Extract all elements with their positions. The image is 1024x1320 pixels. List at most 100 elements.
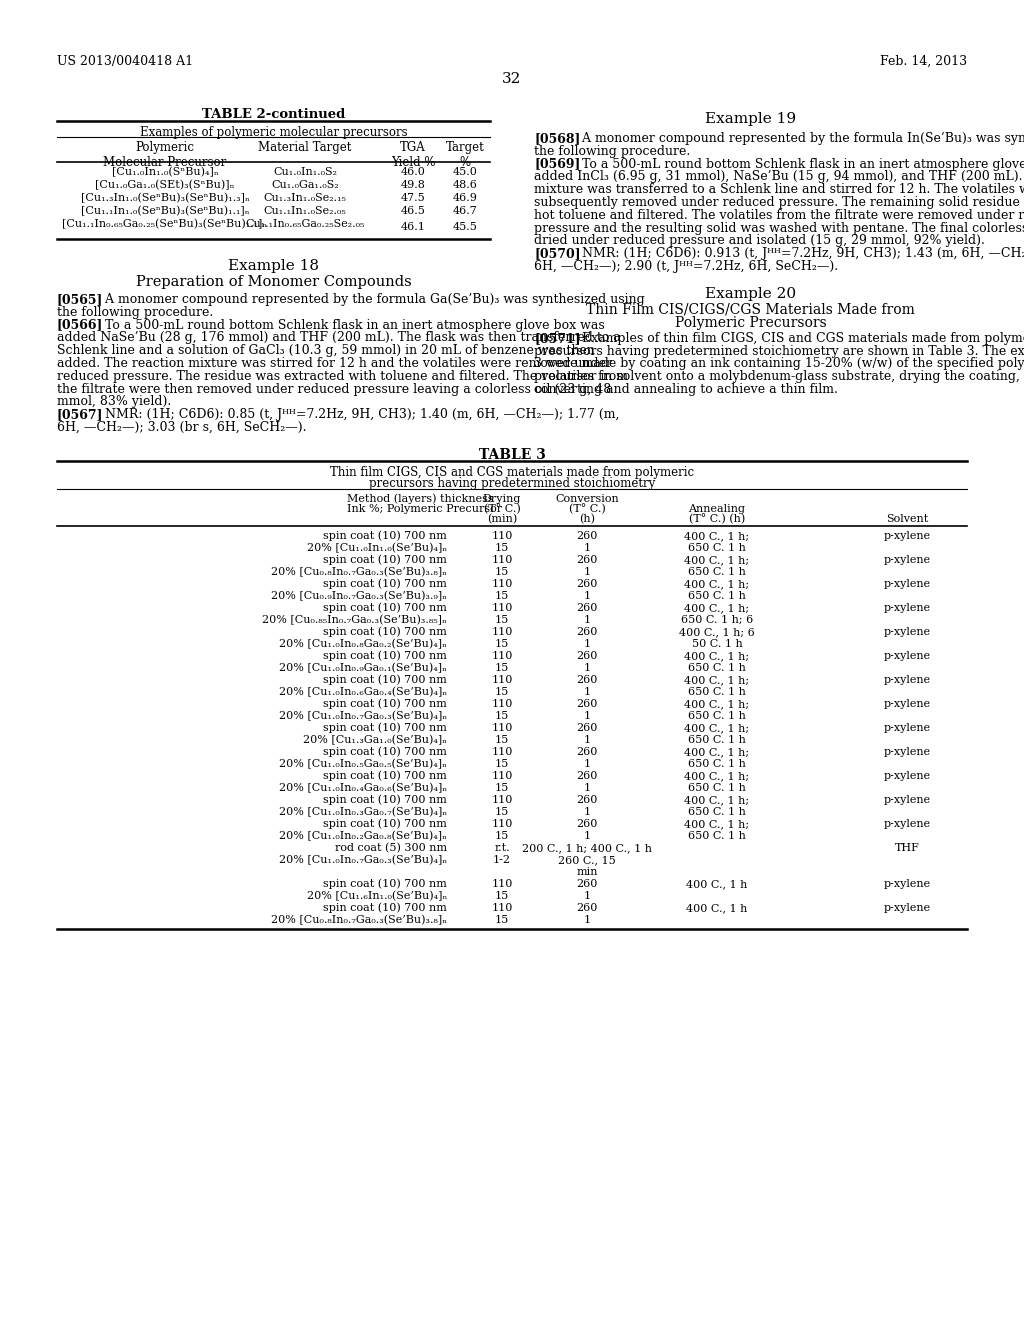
Text: 20% [Cu₁.₀In₀.₄Ga₀.₆(Se’Bu)₄]ₙ: 20% [Cu₁.₀In₀.₄Ga₀.₆(Se’Bu)₄]ₙ [279,783,447,793]
Text: 260: 260 [577,879,598,888]
Text: 400 C., 1 h: 400 C., 1 h [686,903,748,913]
Text: 15: 15 [495,686,509,697]
Text: 400 C., 1 h;: 400 C., 1 h; [684,698,750,709]
Text: p-xylene: p-xylene [884,795,931,805]
Text: 400 C., 1 h;: 400 C., 1 h; [684,531,750,541]
Text: 20% [Cu₁.₀In₀.₆Ga₀.₄(Se’Bu)₄]ₙ: 20% [Cu₁.₀In₀.₆Ga₀.₄(Se’Bu)₄]ₙ [279,686,447,697]
Text: 650 C. 1 h; 6: 650 C. 1 h; 6 [681,615,753,624]
Text: To a 500-mL round bottom Schlenk flask in an inert atmosphere glove box was: To a 500-mL round bottom Schlenk flask i… [89,318,605,331]
Text: 46.7: 46.7 [453,206,477,216]
Text: 400 C., 1 h;: 400 C., 1 h; [684,771,750,781]
Text: 20% [Cu₁.₀In₀.₇Ga₀.₃(Se’Bu)₄]ₙ: 20% [Cu₁.₀In₀.₇Ga₀.₃(Se’Bu)₄]ₙ [279,710,447,721]
Text: spin coat (10) 700 nm: spin coat (10) 700 nm [324,651,447,661]
Text: spin coat (10) 700 nm: spin coat (10) 700 nm [324,818,447,829]
Text: mixture was transferred to a Schlenk line and stirred for 12 h. The volatiles we: mixture was transferred to a Schlenk lin… [534,183,1024,197]
Text: 650 C. 1 h: 650 C. 1 h [688,543,745,553]
Text: 15: 15 [495,759,509,768]
Text: spin coat (10) 700 nm: spin coat (10) 700 nm [324,698,447,709]
Text: p-xylene: p-xylene [884,747,931,756]
Text: Solvent: Solvent [886,513,928,524]
Text: 260: 260 [577,627,598,636]
Text: 400 C., 1 h;: 400 C., 1 h; [684,723,750,733]
Text: Ink %; Polymeric Precursor: Ink %; Polymeric Precursor [347,504,502,513]
Text: 46.0: 46.0 [400,168,425,177]
Text: 46.1: 46.1 [400,222,425,232]
Text: p-xylene: p-xylene [884,651,931,661]
Text: Polymeric
Molecular Precursor: Polymeric Molecular Precursor [103,141,226,169]
Text: p-xylene: p-xylene [884,723,931,733]
Text: 20% [Cu₁.₀In₀.₇Ga₀.₃(Se’Bu)₄]ₙ: 20% [Cu₁.₀In₀.₇Ga₀.₃(Se’Bu)₄]ₙ [279,855,447,865]
Text: Polymeric Precursors: Polymeric Precursors [675,315,826,330]
Text: (T° C.) (h): (T° C.) (h) [689,513,745,524]
Text: 260 C., 15: 260 C., 15 [558,855,615,865]
Text: 110: 110 [492,675,513,685]
Text: p-xylene: p-xylene [884,818,931,829]
Text: Cu₁.₁In₁.₀Se₂.₀₅: Cu₁.₁In₁.₀Se₂.₀₅ [263,206,346,216]
Text: p-xylene: p-xylene [884,879,931,888]
Text: Target
%: Target % [445,141,484,169]
Text: p-xylene: p-xylene [884,531,931,541]
Text: 1: 1 [584,615,591,624]
Text: 110: 110 [492,603,513,612]
Text: 110: 110 [492,795,513,805]
Text: 20% [Cu₀.₈₅In₀.₇Ga₀.₃(Se’Bu)₃.₈₅]ₙ: 20% [Cu₀.₈₅In₀.₇Ga₀.₃(Se’Bu)₃.₈₅]ₙ [262,615,447,626]
Text: 15: 15 [495,566,509,577]
Text: spin coat (10) 700 nm: spin coat (10) 700 nm [324,603,447,614]
Text: 400 C., 1 h;: 400 C., 1 h; [684,747,750,756]
Text: 1: 1 [584,735,591,744]
Text: spin coat (10) 700 nm: spin coat (10) 700 nm [324,795,447,805]
Text: 15: 15 [495,830,509,841]
Text: (T° C.): (T° C.) [568,504,605,515]
Text: 400 C., 1 h;: 400 C., 1 h; [684,675,750,685]
Text: Cu₁.₃In₁.₀Se₂.₁₅: Cu₁.₃In₁.₀Se₂.₁₅ [263,193,346,203]
Text: 110: 110 [492,578,513,589]
Text: spin coat (10) 700 nm: spin coat (10) 700 nm [324,627,447,638]
Text: 1: 1 [584,686,591,697]
Text: 1: 1 [584,639,591,649]
Text: 20% [Cu₀.₈In₀.₇Ga₀.₃(Se’Bu)₃.₈]ₙ: 20% [Cu₀.₈In₀.₇Ga₀.₃(Se’Bu)₃.₈]ₙ [271,915,447,925]
Text: p-xylene: p-xylene [884,554,931,565]
Text: 15: 15 [495,807,509,817]
Text: 48.6: 48.6 [453,180,477,190]
Text: hot toluene and filtered. The volatiles from the filtrate were removed under red: hot toluene and filtered. The volatiles … [534,209,1024,222]
Text: 650 C. 1 h: 650 C. 1 h [688,663,745,673]
Text: 3 were made by coating an ink containing 15-20% (w/w) of the specified polymeric: 3 were made by coating an ink containing… [534,358,1024,371]
Text: 260: 260 [577,818,598,829]
Text: 20% [Cu₁.₀In₀.₉Ga₀.₁(Se’Bu)₄]ₙ: 20% [Cu₁.₀In₀.₉Ga₀.₁(Se’Bu)₄]ₙ [279,663,447,673]
Text: [Cu₁.₀In₁.₀(SⁿBu)₄]ₙ: [Cu₁.₀In₁.₀(SⁿBu)₄]ₙ [112,168,218,177]
Text: 20% [Cu₁.₀In₀.₅Ga₀.₅(Se’Bu)₄]ₙ: 20% [Cu₁.₀In₀.₅Ga₀.₅(Se’Bu)₄]ₙ [279,759,447,770]
Text: 400 C., 1 h; 6: 400 C., 1 h; 6 [679,627,755,636]
Text: 1: 1 [584,891,591,900]
Text: TABLE 2-continued: TABLE 2-continued [202,108,345,121]
Text: reduced pressure. The residue was extracted with toluene and filtered. The volat: reduced pressure. The residue was extrac… [57,370,628,383]
Text: spin coat (10) 700 nm: spin coat (10) 700 nm [324,675,447,685]
Text: 650 C. 1 h: 650 C. 1 h [688,591,745,601]
Text: Schlenk line and a solution of GaCl₃ (10.3 g, 59 mmol) in 20 mL of benzene was t: Schlenk line and a solution of GaCl₃ (10… [57,345,595,358]
Text: 260: 260 [577,795,598,805]
Text: 46.9: 46.9 [453,193,477,203]
Text: A monomer compound represented by the formula Ga(Se’Bu)₃ was synthesized using: A monomer compound represented by the fo… [89,293,645,306]
Text: 46.5: 46.5 [400,206,425,216]
Text: spin coat (10) 700 nm: spin coat (10) 700 nm [324,554,447,565]
Text: 260: 260 [577,554,598,565]
Text: [Cu₁.₃In₁.₀(SeⁿBu)₃(SeⁿBu)₁.₃]ₙ: [Cu₁.₃In₁.₀(SeⁿBu)₃(SeⁿBu)₁.₃]ₙ [81,193,250,203]
Text: 260: 260 [577,723,598,733]
Text: 110: 110 [492,651,513,661]
Text: p-xylene: p-xylene [884,698,931,709]
Text: the filtrate were then removed under reduced pressure leaving a colorless oil (2: the filtrate were then removed under red… [57,383,611,396]
Text: 15: 15 [495,663,509,673]
Text: 110: 110 [492,771,513,781]
Text: mmol, 83% yield).: mmol, 83% yield). [57,396,171,408]
Text: 50 C. 1 h: 50 C. 1 h [691,639,742,649]
Text: added NaSe’Bu (28 g, 176 mmol) and THF (200 mL). The flask was then transferred : added NaSe’Bu (28 g, 176 mmol) and THF (… [57,331,621,345]
Text: 20% [Cu₁.₆In₁.₀(Se’Bu)₄]ₙ: 20% [Cu₁.₆In₁.₀(Se’Bu)₄]ₙ [306,891,447,902]
Text: 260: 260 [577,651,598,661]
Text: added InCl₃ (6.95 g, 31 mmol), NaSe’Bu (15 g, 94 mmol), and THF (200 mL). The re: added InCl₃ (6.95 g, 31 mmol), NaSe’Bu (… [534,170,1024,183]
Text: 1: 1 [584,566,591,577]
Text: 400 C., 1 h;: 400 C., 1 h; [684,578,750,589]
Text: 15: 15 [495,915,509,925]
Text: Method (layers) thickness: Method (layers) thickness [347,494,494,504]
Text: 15: 15 [495,543,509,553]
Text: 110: 110 [492,627,513,636]
Text: min: min [577,867,598,876]
